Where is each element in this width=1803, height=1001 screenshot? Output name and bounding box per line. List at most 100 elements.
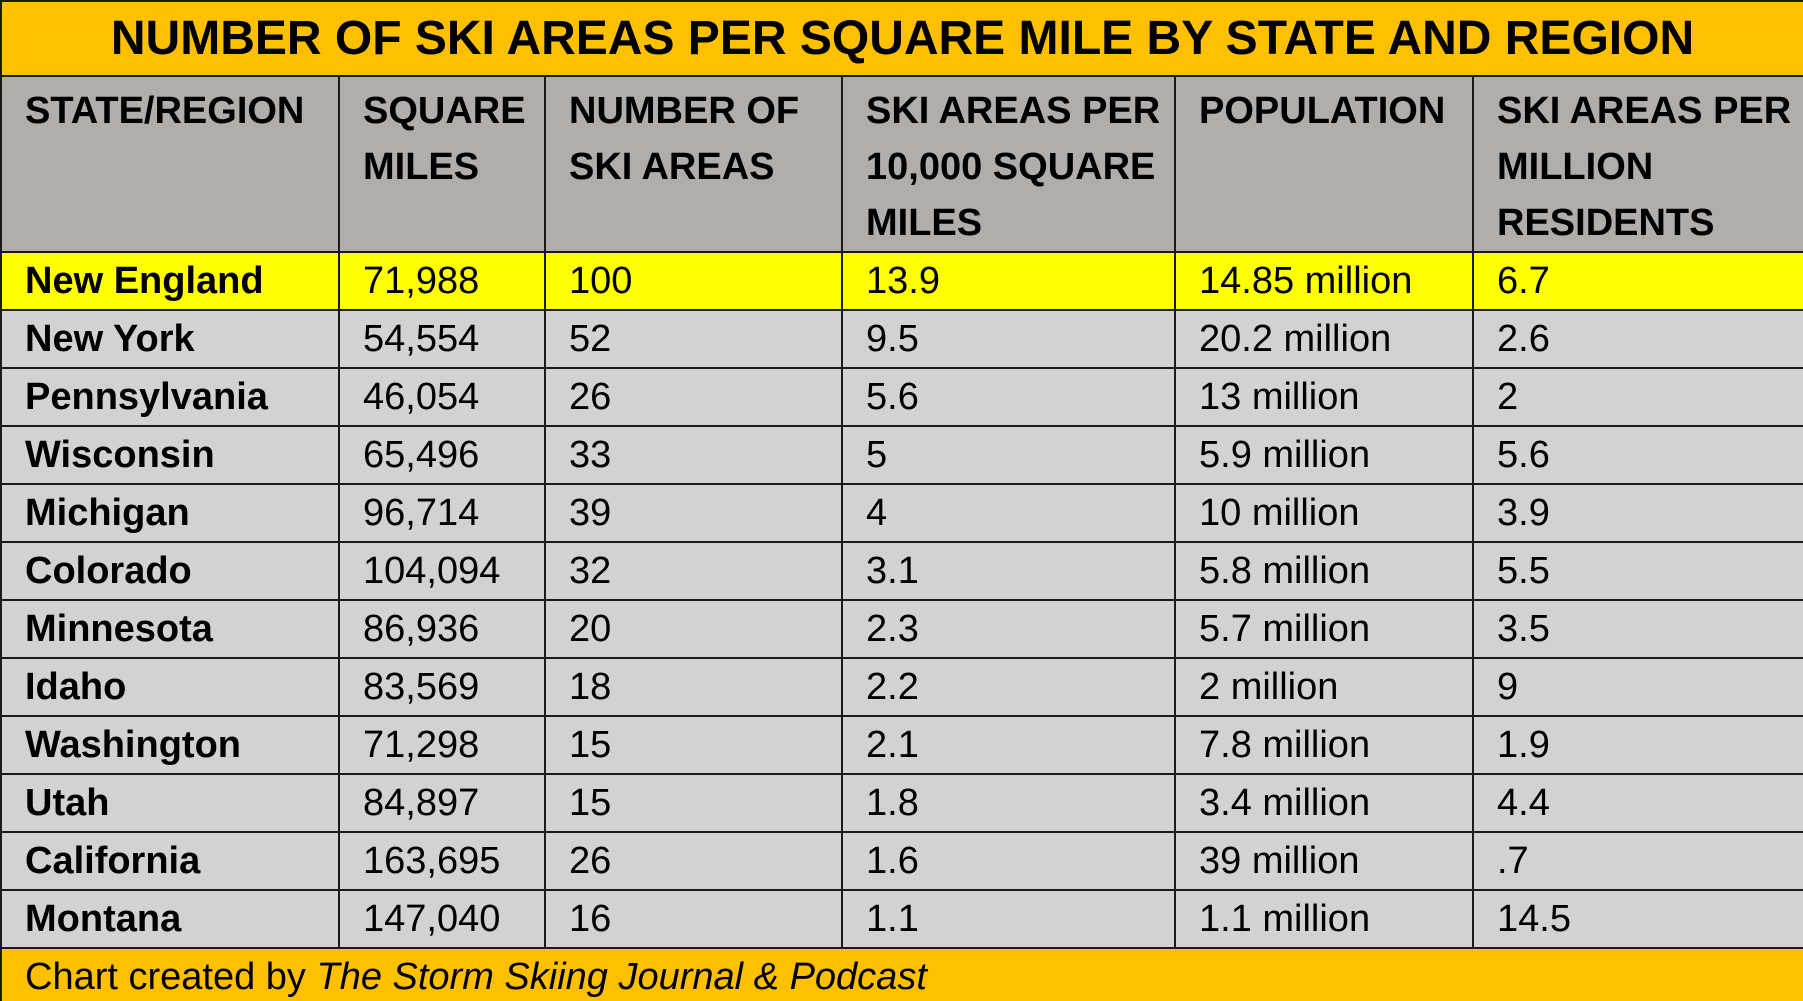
table-row: Montana 147,040 16 1.1 1.1 million 14.5 bbox=[0, 889, 1803, 949]
cell-square-miles: 83,569 bbox=[338, 657, 546, 717]
cell-ski-areas-per-million: 5.5 bbox=[1471, 541, 1803, 601]
table-row: Washington 71,298 15 2.1 7.8 million 1.9 bbox=[0, 715, 1803, 775]
cell-population: 7.8 million bbox=[1174, 715, 1474, 775]
cell-number-of-ski-areas: 15 bbox=[544, 715, 843, 775]
cell-ski-areas-per-10000-sq-mi: 2.2 bbox=[841, 657, 1176, 717]
cell-ski-areas-per-10000-sq-mi: 2.3 bbox=[841, 599, 1176, 659]
column-header-population: POPULATION bbox=[1174, 75, 1474, 253]
cell-population: 20.2 million bbox=[1174, 309, 1474, 369]
table-row: Idaho 83,569 18 2.2 2 million 9 bbox=[0, 657, 1803, 717]
table-row: California 163,695 26 1.6 39 million .7 bbox=[0, 831, 1803, 891]
title-row: NUMBER OF SKI AREAS PER SQUARE MILE BY S… bbox=[0, 0, 1803, 77]
cell-square-miles: 163,695 bbox=[338, 831, 546, 891]
cell-number-of-ski-areas: 18 bbox=[544, 657, 843, 717]
cell-ski-areas-per-10000-sq-mi: 3.1 bbox=[841, 541, 1176, 601]
cell-state-region: New York bbox=[0, 309, 340, 369]
cell-ski-areas-per-million: 3.9 bbox=[1471, 483, 1803, 543]
cell-ski-areas-per-10000-sq-mi: 2.1 bbox=[841, 715, 1176, 775]
credit-line: Chart created by The Storm Skiing Journa… bbox=[0, 947, 1803, 1001]
table-row: New York 54,554 52 9.5 20.2 million 2.6 bbox=[0, 309, 1803, 369]
cell-ski-areas-per-million: 4.4 bbox=[1471, 773, 1803, 833]
cell-number-of-ski-areas: 32 bbox=[544, 541, 843, 601]
cell-state-region: Wisconsin bbox=[0, 425, 340, 485]
table-row: Utah 84,897 15 1.8 3.4 million 4.4 bbox=[0, 773, 1803, 833]
column-header-ski-areas-per-10000-sq-mi: SKI AREAS PER 10,000 SQUARE MILES bbox=[841, 75, 1176, 253]
cell-population: 10 million bbox=[1174, 483, 1474, 543]
cell-state-region: Minnesota bbox=[0, 599, 340, 659]
header-row: STATE/REGION SQUARE MILES NUMBER OF SKI … bbox=[0, 75, 1803, 253]
cell-square-miles: 96,714 bbox=[338, 483, 546, 543]
table-row: Pennsylvania 46,054 26 5.6 13 million 2 bbox=[0, 367, 1803, 427]
cell-state-region: California bbox=[0, 831, 340, 891]
cell-state-region: Pennsylvania bbox=[0, 367, 340, 427]
cell-population: 3.4 million bbox=[1174, 773, 1474, 833]
cell-number-of-ski-areas: 15 bbox=[544, 773, 843, 833]
cell-population: 2 million bbox=[1174, 657, 1474, 717]
cell-square-miles: 84,897 bbox=[338, 773, 546, 833]
cell-number-of-ski-areas: 100 bbox=[544, 251, 843, 311]
cell-ski-areas-per-10000-sq-mi: 9.5 bbox=[841, 309, 1176, 369]
column-header-state-region: STATE/REGION bbox=[0, 75, 340, 253]
cell-number-of-ski-areas: 52 bbox=[544, 309, 843, 369]
table-row: Minnesota 86,936 20 2.3 5.7 million 3.5 bbox=[0, 599, 1803, 659]
cell-state-region: Utah bbox=[0, 773, 340, 833]
cell-ski-areas-per-million: .7 bbox=[1471, 831, 1803, 891]
cell-ski-areas-per-10000-sq-mi: 4 bbox=[841, 483, 1176, 543]
cell-number-of-ski-areas: 16 bbox=[544, 889, 843, 949]
cell-number-of-ski-areas: 26 bbox=[544, 831, 843, 891]
credit-source: The Storm Skiing Journal & Podcast bbox=[316, 955, 927, 998]
cell-state-region: Idaho bbox=[0, 657, 340, 717]
table-row: New England 71,988 100 13.9 14.85 million 6.7 bbox=[0, 251, 1803, 311]
cell-state-region: Michigan bbox=[0, 483, 340, 543]
cell-square-miles: 54,554 bbox=[338, 309, 546, 369]
table-row: Wisconsin 65,496 33 5 5.9 million 5.6 bbox=[0, 425, 1803, 485]
cell-population: 39 million bbox=[1174, 831, 1474, 891]
cell-square-miles: 86,936 bbox=[338, 599, 546, 659]
table-body: New England 71,988 100 13.9 14.85 million 6.7… bbox=[0, 251, 1803, 949]
cell-ski-areas-per-10000-sq-mi: 13.9 bbox=[841, 251, 1176, 311]
cell-ski-areas-per-million: 14.5 bbox=[1471, 889, 1803, 949]
cell-state-region: New England bbox=[0, 251, 340, 311]
cell-square-miles: 104,094 bbox=[338, 541, 546, 601]
cell-ski-areas-per-million: 1.9 bbox=[1471, 715, 1803, 775]
cell-ski-areas-per-million: 2.6 bbox=[1471, 309, 1803, 369]
cell-population: 5.7 million bbox=[1174, 599, 1474, 659]
column-header-number-of-ski-areas: NUMBER OF SKI AREAS bbox=[544, 75, 843, 253]
cell-ski-areas-per-million: 3.5 bbox=[1471, 599, 1803, 659]
cell-ski-areas-per-10000-sq-mi: 5.6 bbox=[841, 367, 1176, 427]
cell-square-miles: 46,054 bbox=[338, 367, 546, 427]
cell-state-region: Colorado bbox=[0, 541, 340, 601]
cell-square-miles: 71,988 bbox=[338, 251, 546, 311]
footer-row: Chart created by The Storm Skiing Journa… bbox=[0, 947, 1803, 1001]
cell-ski-areas-per-million: 5.6 bbox=[1471, 425, 1803, 485]
column-header-ski-areas-per-million: SKI AREAS PER MILLION RESIDENTS bbox=[1471, 75, 1803, 253]
cell-population: 5.8 million bbox=[1174, 541, 1474, 601]
chart-title: NUMBER OF SKI AREAS PER SQUARE MILE BY S… bbox=[0, 0, 1803, 77]
cell-number-of-ski-areas: 39 bbox=[544, 483, 843, 543]
cell-population: 14.85 million bbox=[1174, 251, 1474, 311]
cell-ski-areas-per-million: 6.7 bbox=[1471, 251, 1803, 311]
cell-ski-areas-per-10000-sq-mi: 1.6 bbox=[841, 831, 1176, 891]
cell-ski-areas-per-10000-sq-mi: 5 bbox=[841, 425, 1176, 485]
cell-ski-areas-per-million: 9 bbox=[1471, 657, 1803, 717]
cell-square-miles: 71,298 bbox=[338, 715, 546, 775]
cell-population: 5.9 million bbox=[1174, 425, 1474, 485]
cell-state-region: Washington bbox=[0, 715, 340, 775]
cell-ski-areas-per-10000-sq-mi: 1.1 bbox=[841, 889, 1176, 949]
cell-square-miles: 65,496 bbox=[338, 425, 546, 485]
cell-number-of-ski-areas: 26 bbox=[544, 367, 843, 427]
cell-ski-areas-per-10000-sq-mi: 1.8 bbox=[841, 773, 1176, 833]
cell-population: 1.1 million bbox=[1174, 889, 1474, 949]
cell-ski-areas-per-million: 2 bbox=[1471, 367, 1803, 427]
column-header-square-miles: SQUARE MILES bbox=[338, 75, 546, 253]
credit-prefix: Chart created by bbox=[25, 955, 317, 998]
cell-square-miles: 147,040 bbox=[338, 889, 546, 949]
table-row: Michigan 96,714 39 4 10 million 3.9 bbox=[0, 483, 1803, 543]
cell-population: 13 million bbox=[1174, 367, 1474, 427]
cell-number-of-ski-areas: 33 bbox=[544, 425, 843, 485]
cell-state-region: Montana bbox=[0, 889, 340, 949]
table-row: Colorado 104,094 32 3.1 5.8 million 5.5 bbox=[0, 541, 1803, 601]
cell-number-of-ski-areas: 20 bbox=[544, 599, 843, 659]
